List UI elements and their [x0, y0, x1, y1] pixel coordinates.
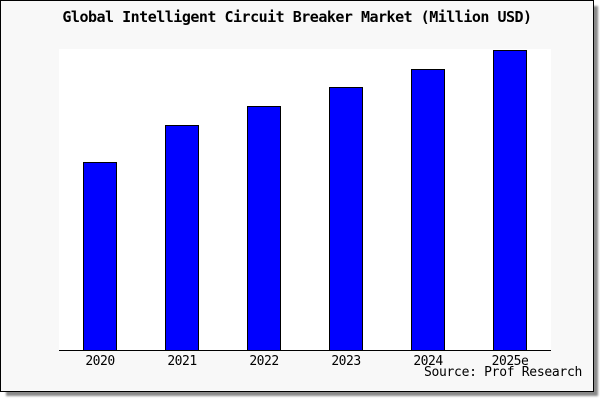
bar-slot: [141, 49, 223, 350]
bar-2021: [165, 124, 199, 350]
bar-slot: [387, 49, 469, 350]
bar-slot: [305, 49, 387, 350]
bar-2020: [83, 162, 117, 350]
plot-area: [59, 49, 551, 351]
x-tick-label-2025e: 2025e: [491, 354, 529, 369]
x-tick-label-2024: 2024: [413, 354, 443, 369]
chart-title: Global Intelligent Circuit Breaker Marke…: [62, 8, 532, 26]
source-note: Source: Prof Research: [423, 365, 582, 380]
bar-slot: [59, 49, 141, 350]
bar-2022: [247, 106, 281, 350]
x-tick-label-2020: 2020: [85, 354, 115, 369]
x-tick-label-2021: 2021: [167, 354, 197, 369]
x-axis-labels: 2020 2021 2022 2023 2024 2025e: [59, 354, 551, 369]
bar-2025e: [493, 49, 527, 350]
bars-row: [59, 49, 551, 350]
bar-slot: [469, 49, 551, 350]
bar-slot: [223, 49, 305, 350]
x-tick-label-2023: 2023: [331, 354, 361, 369]
bar-2024: [411, 68, 445, 350]
bar-2023: [329, 87, 363, 350]
x-tick-label-2022: 2022: [249, 354, 279, 369]
chart-panel: Global Intelligent Circuit Breaker Marke…: [0, 0, 594, 392]
